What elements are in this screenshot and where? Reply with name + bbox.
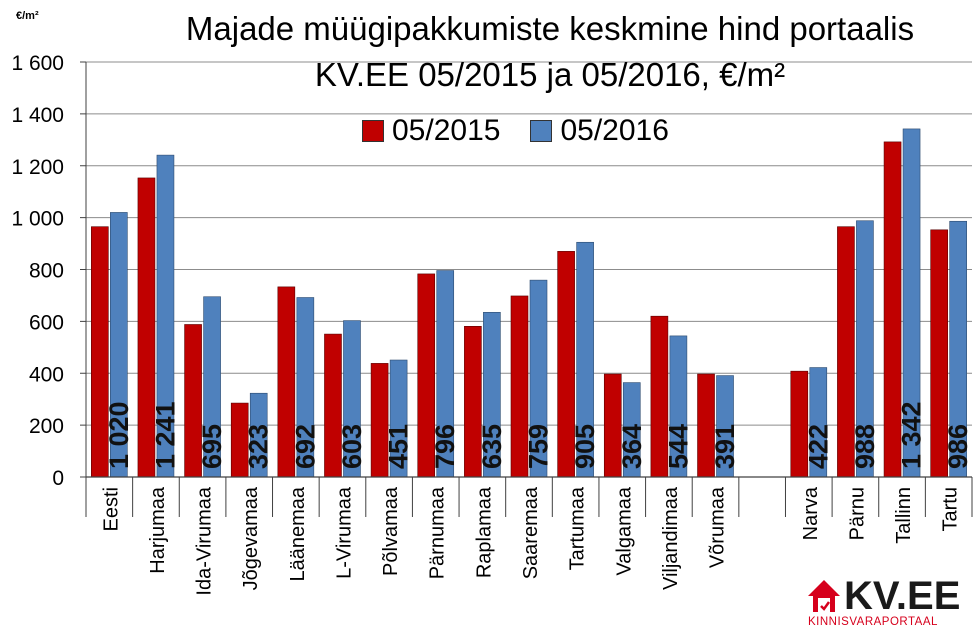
category-label: Valgamaa [613,486,635,575]
y-tick-label: 1 000 [11,208,64,231]
y-tick-label: 1 200 [11,156,64,179]
legend-swatch-2015 [362,120,384,142]
data-label: 1 342 [897,401,927,469]
y-tick-label: 0 [52,467,64,490]
category-label: Pärnu [846,487,868,540]
data-label: 1 241 [150,401,180,469]
y-tick-label: 1 600 [11,52,64,75]
category-label: Viljandimaa [660,486,682,590]
legend: 05/2015 05/2016 [362,114,699,148]
data-label: 692 [290,424,320,469]
data-label: 544 [663,424,693,469]
data-label: 635 [477,424,507,469]
data-label: 1 020 [104,401,134,469]
category-label: Narva [800,486,822,540]
bars [91,128,967,478]
category-label: Raplamaa [473,486,495,578]
chart-title-line-1: Majade müügipakkumiste keskmine hind por… [185,10,915,47]
data-label: 759 [524,424,554,469]
unit-label: €/m² [16,10,39,22]
kv-ee-logo[interactable]: KV.EE KINNISVARAPORTAAL [806,574,976,634]
logo-brand: KV.EE [844,574,961,618]
data-label: 695 [197,424,227,469]
legend-swatch-2016 [530,120,553,142]
category-label: Tartu [940,487,962,531]
data-label: 986 [943,424,973,469]
data-label: 905 [570,424,600,469]
category-label: Võrumaa [707,486,729,568]
data-label: 796 [430,424,460,469]
y-tick-label: 200 [29,415,64,438]
data-label: 323 [244,424,274,469]
category-label: Saaremaa [520,486,542,579]
x-axis: Eesti Harjumaa Ida-Virumaa Jõgevamaa Läänema… [85,476,973,596]
y-tick-label: 1 400 [11,104,64,127]
legend-label-2016: 05/2016 [560,114,669,147]
y-axis: 0 200 400 600 800 1 000 1 200 1 400 1 600 [11,52,87,490]
data-label: 391 [710,424,740,469]
category-label: Läänemaa [287,486,309,581]
data-label: 451 [384,424,414,469]
category-label: L-Virumaa [333,486,355,579]
y-tick-label: 600 [29,311,64,334]
data-label: 988 [850,424,880,469]
category-label: Pärnumaa [427,486,449,579]
category-label: Eesti [100,487,122,531]
y-tick-label: 800 [29,260,64,283]
y-tick-label: 400 [29,363,64,386]
chart-title-line-2: KV.EE 05/2015 ja 05/2016, €/m² [314,56,786,93]
category-label: Jõgevamaa [240,486,262,590]
category-label: Ida-Virumaa [194,486,216,595]
gridlines [86,61,972,426]
data-label: 422 [803,424,833,469]
category-label: Tallinn [893,487,915,544]
legend-item-2016: 05/2016 [530,114,669,148]
house-icon [808,580,840,612]
data-labels: 1 020 1 241 695 323 692 603 451 796 635 759 905 364… [104,401,973,469]
data-label: 364 [617,424,647,469]
category-label: Harjumaa [147,486,169,574]
logo-tagline: KINNISVARAPORTAAL [808,616,938,628]
category-label: Tartumaa [567,486,589,570]
data-label: 603 [337,424,367,469]
legend-item-2015: 05/2015 [362,114,500,148]
legend-label-2015: 05/2015 [392,114,501,147]
category-label: Põlvamaa [380,486,402,576]
